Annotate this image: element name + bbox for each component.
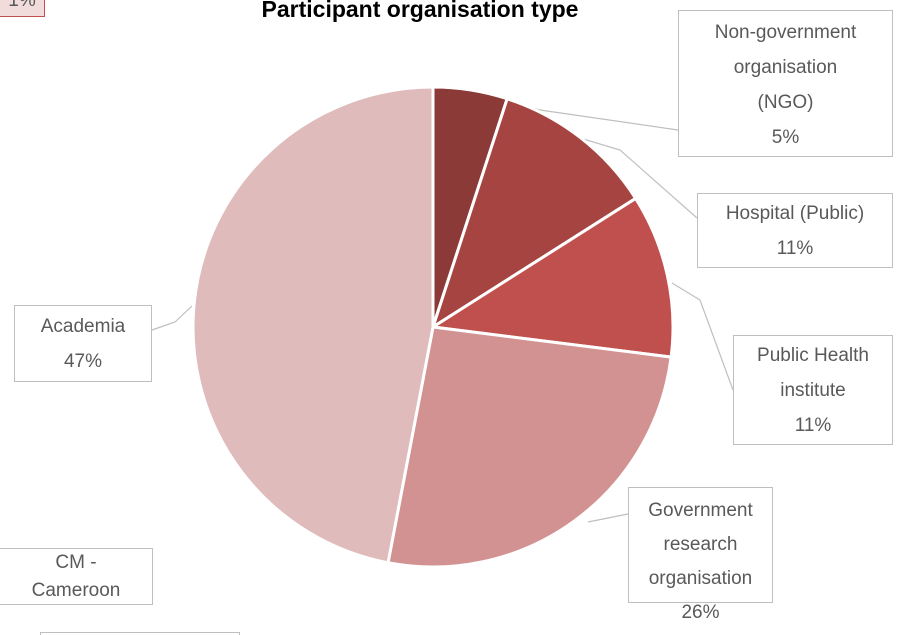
label-text: Academia (40, 316, 126, 337)
data-label: Government research organisation 26% (628, 487, 773, 623)
label-text: 26% (681, 602, 720, 623)
label-text: Non-government organisation (NGO) (714, 22, 857, 113)
data-label: Hospital (Public) 11% (697, 193, 893, 268)
data-label: Non-government organisation (NGO) 5% (678, 10, 893, 157)
annotation-box: CM - Cameroon (0, 548, 153, 605)
annotation-box (40, 632, 240, 635)
pie-slice (430, 96, 638, 331)
label-text: Government research organisation (648, 500, 753, 589)
data-label: Public Health institute 11% (733, 335, 893, 445)
leader-line (579, 137, 698, 219)
label-text: 5% (771, 127, 800, 148)
chart-title: Participant organisation type (261, 0, 579, 22)
label-text: 47% (63, 351, 103, 372)
annotation: 1% (8, 0, 36, 11)
data-label: Academia 47% (14, 305, 152, 382)
leader-line (151, 305, 193, 331)
label-text: 11% (776, 238, 814, 259)
pie-slice (191, 85, 435, 565)
annotation: CM - Cameroon (31, 552, 121, 601)
pie-slice (386, 325, 673, 569)
leader-line (587, 513, 629, 523)
leader-line (671, 282, 734, 391)
label-text: 11% (794, 415, 832, 436)
pie-slice (428, 196, 675, 359)
label-text: Public Health institute (757, 345, 869, 401)
annotation-box: 1% (0, 0, 45, 17)
label-text: Hospital (Public) (725, 203, 865, 224)
